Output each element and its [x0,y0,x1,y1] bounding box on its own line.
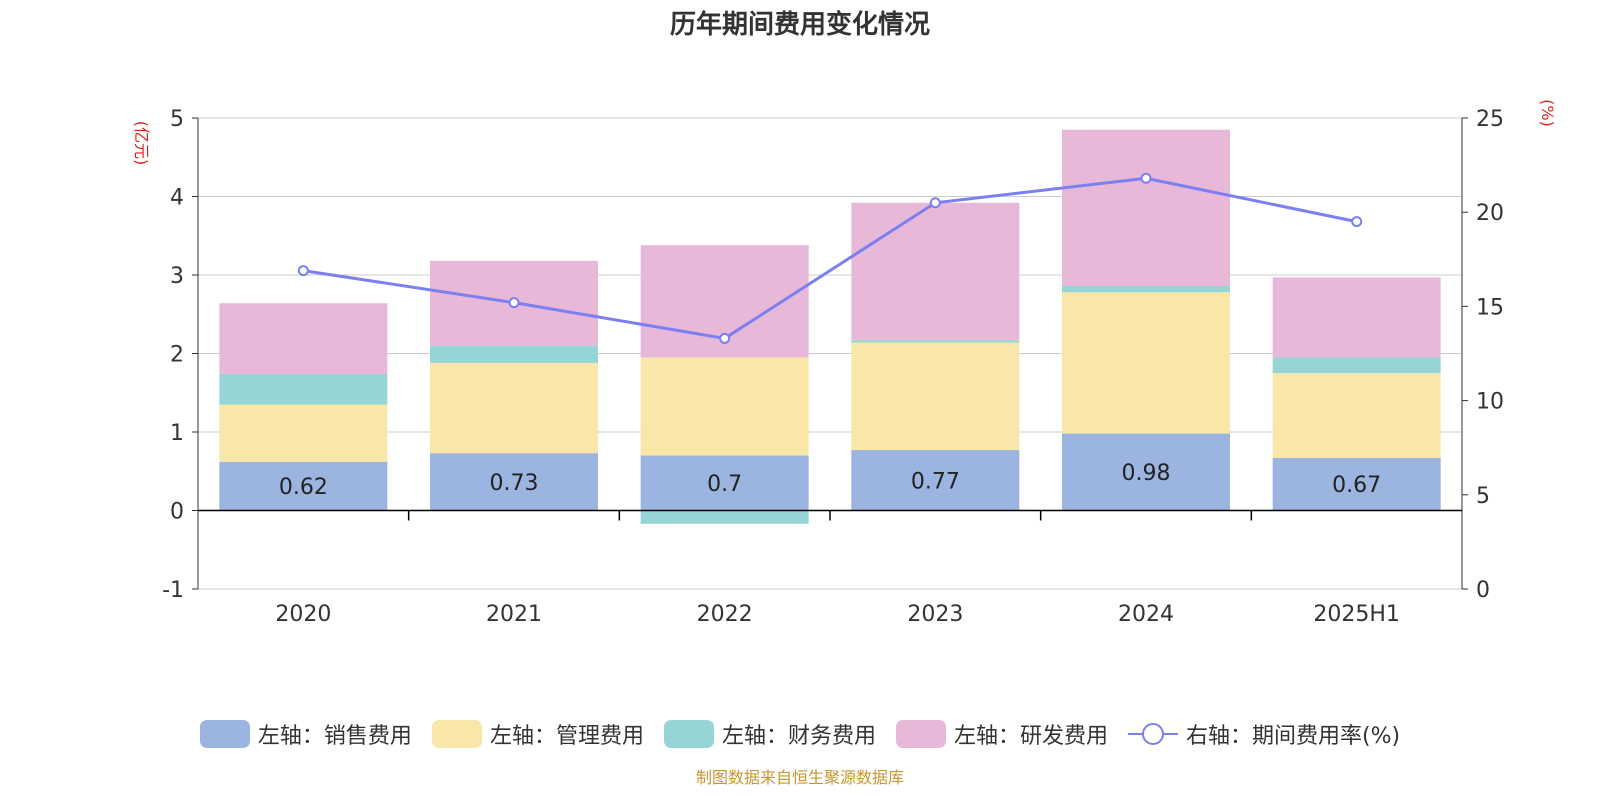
legend-swatch-rnd [895,720,946,748]
legend-item-sales[interactable]: 左轴：销售费用 [199,718,412,750]
right-tick-label: 20 [1476,201,1504,226]
data-label-sales: 0.77 [911,469,960,494]
rate-point [508,297,520,309]
left-tick-label: 3 [170,264,184,289]
bar-admin [219,404,388,462]
bar-admin [1272,373,1441,458]
bar-rnd [1272,277,1441,358]
category-label: 2022 [697,602,753,627]
right-tick-label: 10 [1476,390,1504,415]
bar-sales [430,453,598,511]
source-note: 制图数据来自恒生聚源数据库 [695,768,904,787]
legend-swatch-finance [663,720,714,748]
legend-label-finance: 左轴：财务费用 [721,724,876,749]
legend-swatch-admin [431,720,482,748]
legend-swatch-rate-icon [1127,723,1178,745]
data-label-sales: 0.7 [707,472,742,497]
rate-point [297,265,309,277]
bar-sales [1272,457,1441,511]
bar-admin [851,342,1020,451]
data-label-sales: 0.62 [279,475,328,500]
bar-admin [430,362,598,454]
bar-finance [640,510,809,524]
bar-finance [1272,357,1441,374]
bar-sales [851,450,1020,511]
bar-finance [219,373,388,405]
left-tick-label: 5 [170,107,184,132]
bar-sales [1062,433,1230,511]
chart-title: 历年期间费用变化情况 [669,10,930,40]
right-tick-label: 5 [1476,484,1490,509]
category-label: 2021 [486,602,542,627]
legend-label-rate: 右轴：期间费用率(%) [1185,724,1401,749]
rate-point [1140,172,1152,184]
right-axis-unit: (%) [1538,99,1557,127]
bar-rnd [851,202,1020,341]
legend-label-rnd: 左轴：研发费用 [953,724,1108,749]
legend-label-admin: 左轴：管理费用 [489,724,644,749]
bar-rnd [1062,129,1230,286]
right-tick-label: 25 [1476,107,1504,132]
category-label: 2024 [1118,602,1174,627]
right-tick-label: 15 [1476,295,1504,320]
left-axis-unit: (亿元) [132,121,151,166]
bar-finance [851,340,1020,343]
legend-item-rate[interactable]: 右轴：期间费用率(%) [1127,718,1401,750]
bar-sales [640,455,809,511]
right-tick-label: 0 [1476,578,1490,603]
rate-line [303,176,1357,341]
category-label: 2020 [275,602,331,627]
rate-point [1351,216,1363,228]
rate-point [929,197,941,209]
left-tick-label: 4 [170,186,184,211]
data-label-sales: 0.98 [1122,461,1171,486]
legend-item-admin[interactable]: 左轴：管理费用 [431,718,644,750]
data-label-sales: 0.67 [1332,473,1381,498]
rate-point [719,332,731,344]
legend: 左轴：销售费用 左轴：管理费用 左轴：财务费用 左轴：研发费用 右轴：期间费用率… [0,718,1600,750]
legend-label-sales: 左轴：销售费用 [257,724,412,749]
legend-item-finance[interactable]: 左轴：财务费用 [663,718,876,750]
left-tick-label: 1 [170,421,184,446]
category-label: 2023 [907,602,963,627]
bar-rnd [219,303,388,374]
legend-item-rnd[interactable]: 左轴：研发费用 [895,718,1108,750]
bar-finance [430,345,598,363]
data-label-sales: 0.73 [490,471,539,496]
bar-admin [640,357,809,456]
bar-sales [219,461,388,511]
legend-swatch-sales [199,720,250,748]
left-tick-label: 0 [170,500,184,525]
left-tick-label: 2 [170,343,184,368]
bar-admin [1062,292,1230,434]
bar-finance [1062,285,1230,293]
category-label: 2025H1 [1313,602,1400,627]
left-tick-label: -1 [162,578,184,603]
